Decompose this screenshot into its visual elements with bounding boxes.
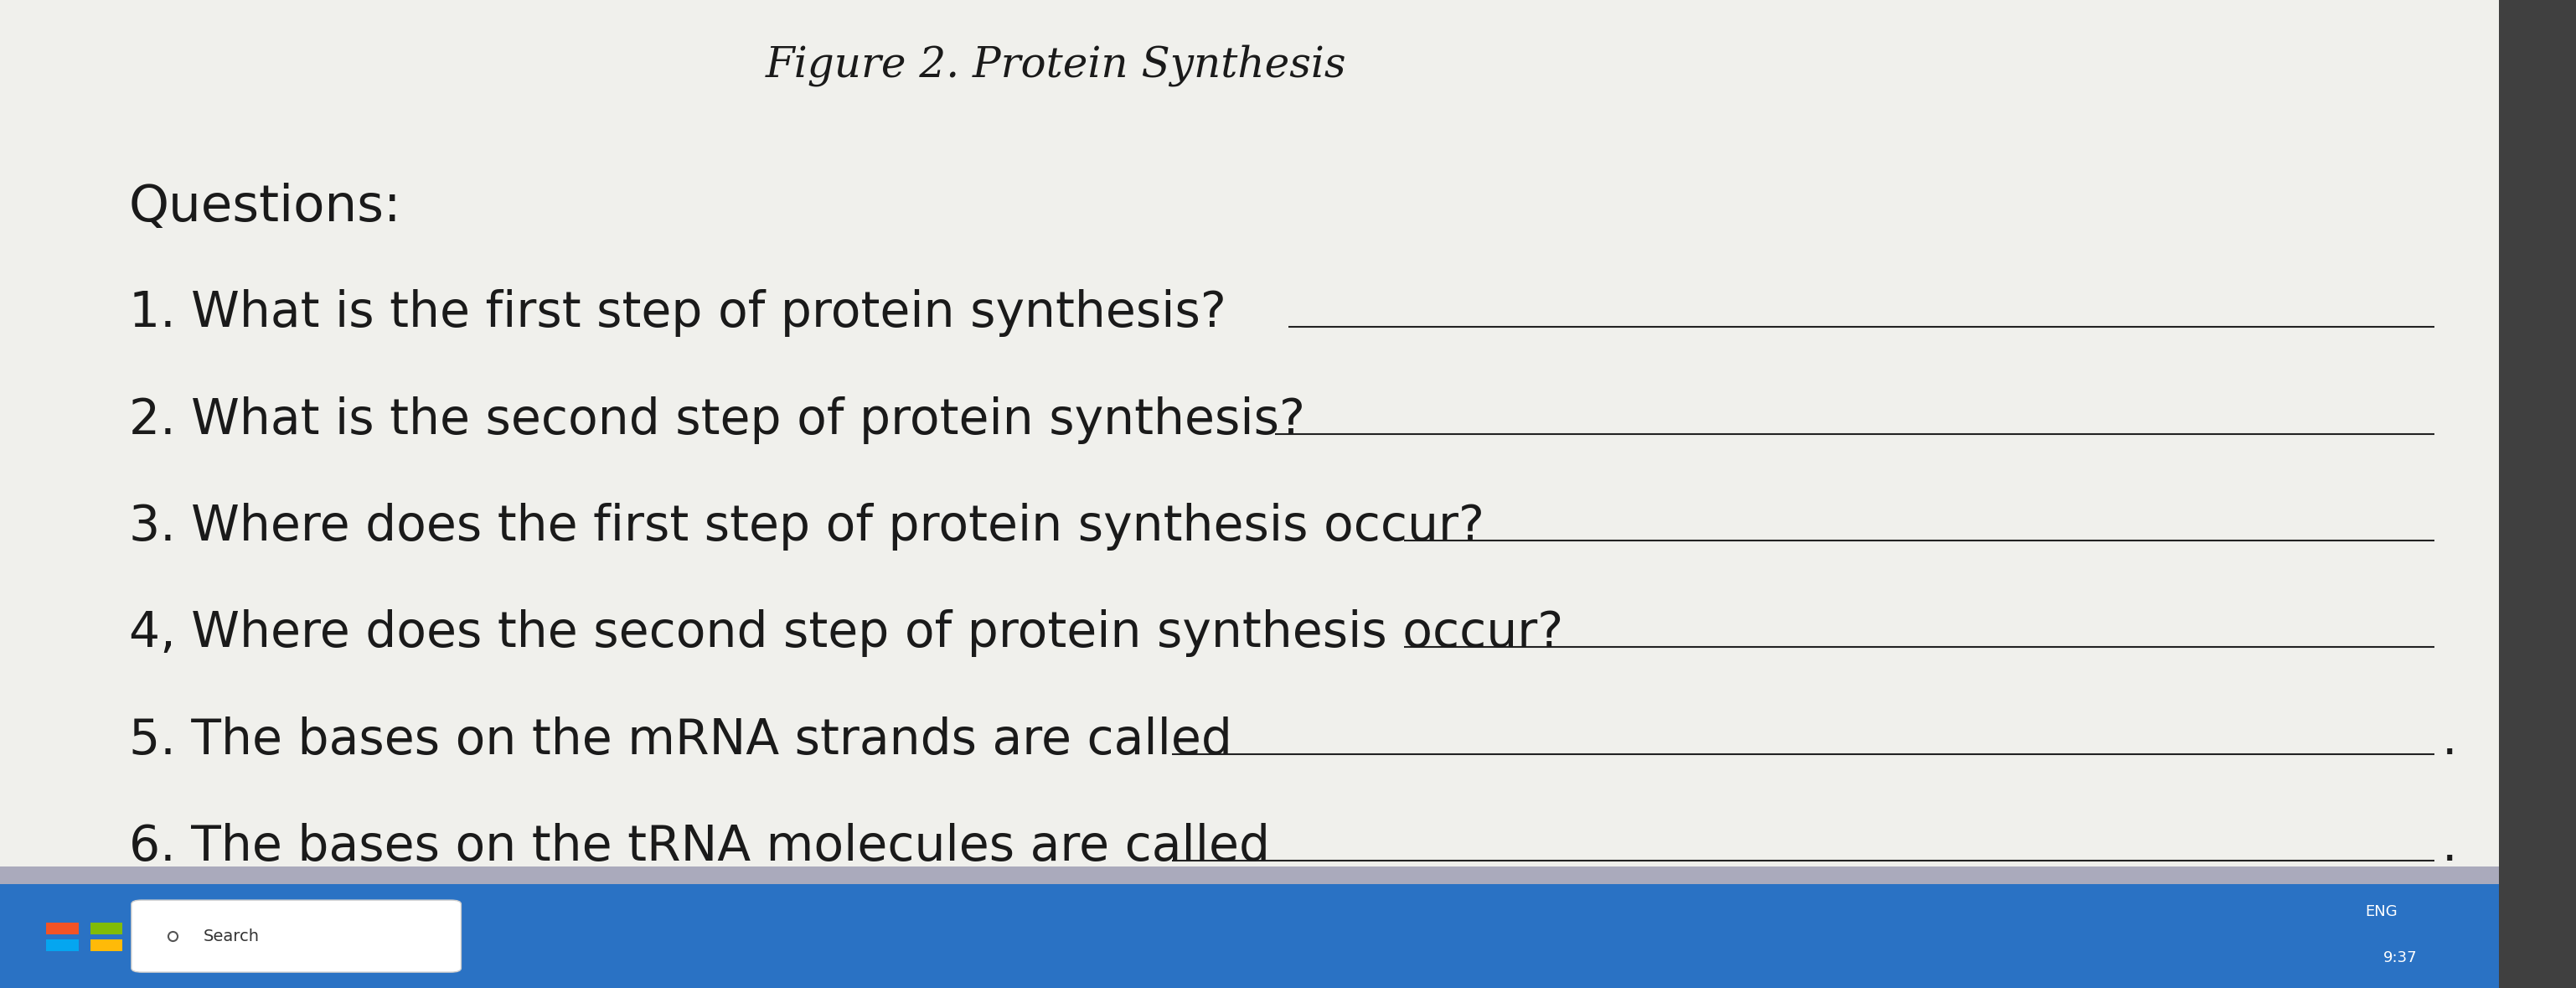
Text: .: . <box>2442 716 2458 764</box>
Text: ENG: ENG <box>2365 904 2398 919</box>
Text: Search: Search <box>204 928 260 945</box>
Text: 4, Where does the second step of protein synthesis occur?: 4, Where does the second step of protein… <box>129 610 1564 657</box>
Bar <box>46 939 77 951</box>
Text: 5. The bases on the mRNA strands are called: 5. The bases on the mRNA strands are cal… <box>129 716 1231 764</box>
Bar <box>0 0 2499 866</box>
Bar <box>90 923 124 935</box>
Text: Figure 2. Protein Synthesis: Figure 2. Protein Synthesis <box>765 44 1347 86</box>
Text: 2. What is the second step of protein synthesis?: 2. What is the second step of protein sy… <box>129 396 1306 444</box>
FancyBboxPatch shape <box>131 900 461 972</box>
Bar <box>2499 0 2576 988</box>
Bar <box>90 939 124 951</box>
Text: .: . <box>2442 823 2458 870</box>
Bar <box>0 866 2499 884</box>
Text: 6. The bases on the tRNA molecules are called: 6. The bases on the tRNA molecules are c… <box>129 823 1270 870</box>
Text: 3. Where does the first step of protein synthesis occur?: 3. Where does the first step of protein … <box>129 503 1484 550</box>
Bar <box>0 884 2576 988</box>
Text: Questions:: Questions: <box>129 183 402 232</box>
Bar <box>46 923 77 935</box>
Text: 9:37: 9:37 <box>2383 950 2416 965</box>
Text: 1. What is the first step of protein synthesis?: 1. What is the first step of protein syn… <box>129 289 1226 337</box>
